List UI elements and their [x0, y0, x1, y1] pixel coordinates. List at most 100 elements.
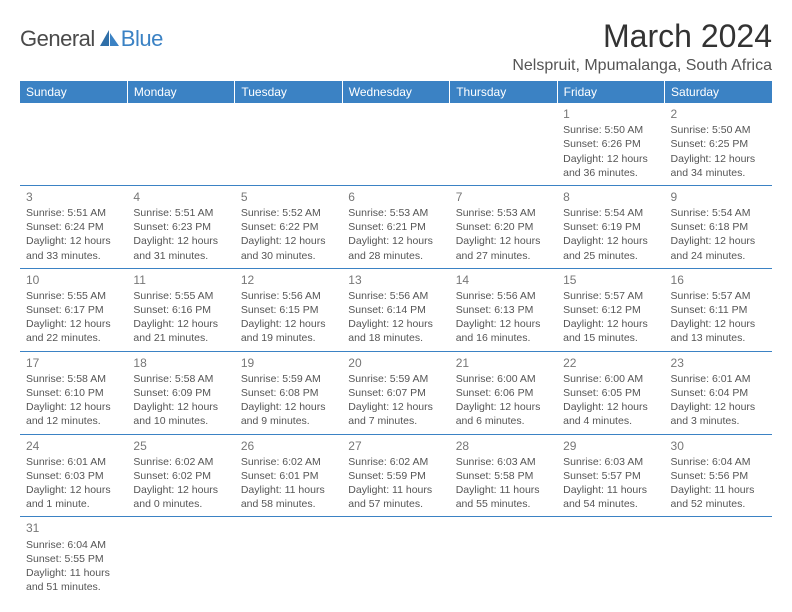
- sunset-text: Sunset: 6:02 PM: [133, 469, 228, 483]
- weekday-header: Tuesday: [235, 81, 342, 103]
- sunrise-text: Sunrise: 5:53 AM: [348, 206, 443, 220]
- calendar-cell: 8Sunrise: 5:54 AMSunset: 6:19 PMDaylight…: [557, 185, 664, 268]
- sunset-text: Sunset: 6:18 PM: [671, 220, 766, 234]
- sunset-text: Sunset: 6:11 PM: [671, 303, 766, 317]
- calendar-cell: [20, 103, 127, 185]
- calendar-cell: 1Sunrise: 5:50 AMSunset: 6:26 PMDaylight…: [557, 103, 664, 185]
- day-number: 31: [26, 520, 121, 536]
- sunrise-text: Sunrise: 5:51 AM: [26, 206, 121, 220]
- daylight-text: Daylight: 12 hours: [133, 234, 228, 248]
- day-number: 17: [26, 355, 121, 371]
- header: General Blue March 2024 Nelspruit, Mpuma…: [20, 18, 772, 75]
- sunset-text: Sunset: 6:20 PM: [456, 220, 551, 234]
- logo-text-blue: Blue: [121, 26, 163, 52]
- calendar-row: 17Sunrise: 5:58 AMSunset: 6:10 PMDayligh…: [20, 351, 772, 434]
- calendar-cell: 2Sunrise: 5:50 AMSunset: 6:25 PMDaylight…: [665, 103, 772, 185]
- sunrise-text: Sunrise: 6:00 AM: [563, 372, 658, 386]
- calendar-cell: 31Sunrise: 6:04 AMSunset: 5:55 PMDayligh…: [20, 517, 127, 599]
- daylight-text: and 27 minutes.: [456, 249, 551, 263]
- daylight-text: and 57 minutes.: [348, 497, 443, 511]
- sunset-text: Sunset: 6:06 PM: [456, 386, 551, 400]
- sunrise-text: Sunrise: 5:56 AM: [456, 289, 551, 303]
- daylight-text: and 21 minutes.: [133, 331, 228, 345]
- calendar-cell: [342, 517, 449, 599]
- day-number: 26: [241, 438, 336, 454]
- daylight-text: and 16 minutes.: [456, 331, 551, 345]
- day-number: 12: [241, 272, 336, 288]
- daylight-text: Daylight: 11 hours: [671, 483, 766, 497]
- sunrise-text: Sunrise: 5:55 AM: [26, 289, 121, 303]
- calendar-table: SundayMondayTuesdayWednesdayThursdayFrid…: [20, 81, 772, 599]
- daylight-text: and 30 minutes.: [241, 249, 336, 263]
- weekday-header: Wednesday: [342, 81, 449, 103]
- sunset-text: Sunset: 6:10 PM: [26, 386, 121, 400]
- sunset-text: Sunset: 6:01 PM: [241, 469, 336, 483]
- sunrise-text: Sunrise: 6:02 AM: [133, 455, 228, 469]
- calendar-row: 31Sunrise: 6:04 AMSunset: 5:55 PMDayligh…: [20, 517, 772, 599]
- calendar-cell: 6Sunrise: 5:53 AMSunset: 6:21 PMDaylight…: [342, 185, 449, 268]
- location-subtitle: Nelspruit, Mpumalanga, South Africa: [512, 57, 772, 75]
- daylight-text: Daylight: 12 hours: [348, 317, 443, 331]
- daylight-text: Daylight: 12 hours: [26, 400, 121, 414]
- sunset-text: Sunset: 6:23 PM: [133, 220, 228, 234]
- daylight-text: and 3 minutes.: [671, 414, 766, 428]
- daylight-text: Daylight: 12 hours: [456, 400, 551, 414]
- sunset-text: Sunset: 6:21 PM: [348, 220, 443, 234]
- day-number: 16: [671, 272, 766, 288]
- day-number: 19: [241, 355, 336, 371]
- weekday-header: Saturday: [665, 81, 772, 103]
- daylight-text: and 22 minutes.: [26, 331, 121, 345]
- calendar-cell: 9Sunrise: 5:54 AMSunset: 6:18 PMDaylight…: [665, 185, 772, 268]
- calendar-cell: 12Sunrise: 5:56 AMSunset: 6:15 PMDayligh…: [235, 268, 342, 351]
- daylight-text: Daylight: 12 hours: [26, 317, 121, 331]
- daylight-text: and 9 minutes.: [241, 414, 336, 428]
- daylight-text: Daylight: 12 hours: [133, 400, 228, 414]
- sunrise-text: Sunrise: 6:04 AM: [26, 538, 121, 552]
- daylight-text: Daylight: 12 hours: [241, 400, 336, 414]
- sunset-text: Sunset: 6:19 PM: [563, 220, 658, 234]
- daylight-text: Daylight: 12 hours: [26, 234, 121, 248]
- calendar-cell: 20Sunrise: 5:59 AMSunset: 6:07 PMDayligh…: [342, 351, 449, 434]
- calendar-cell: 13Sunrise: 5:56 AMSunset: 6:14 PMDayligh…: [342, 268, 449, 351]
- daylight-text: Daylight: 12 hours: [26, 483, 121, 497]
- calendar-cell: 17Sunrise: 5:58 AMSunset: 6:10 PMDayligh…: [20, 351, 127, 434]
- sunrise-text: Sunrise: 5:54 AM: [671, 206, 766, 220]
- sunset-text: Sunset: 5:59 PM: [348, 469, 443, 483]
- daylight-text: and 6 minutes.: [456, 414, 551, 428]
- day-number: 7: [456, 189, 551, 205]
- day-number: 10: [26, 272, 121, 288]
- day-number: 14: [456, 272, 551, 288]
- day-number: 2: [671, 106, 766, 122]
- daylight-text: and 31 minutes.: [133, 249, 228, 263]
- day-number: 27: [348, 438, 443, 454]
- daylight-text: and 55 minutes.: [456, 497, 551, 511]
- daylight-text: and 1 minute.: [26, 497, 121, 511]
- calendar-cell: 14Sunrise: 5:56 AMSunset: 6:13 PMDayligh…: [450, 268, 557, 351]
- calendar-cell: 3Sunrise: 5:51 AMSunset: 6:24 PMDaylight…: [20, 185, 127, 268]
- daylight-text: Daylight: 12 hours: [241, 317, 336, 331]
- sunrise-text: Sunrise: 6:02 AM: [348, 455, 443, 469]
- day-number: 15: [563, 272, 658, 288]
- calendar-cell: [235, 103, 342, 185]
- sunset-text: Sunset: 6:04 PM: [671, 386, 766, 400]
- weekday-header: Monday: [127, 81, 234, 103]
- calendar-cell: 18Sunrise: 5:58 AMSunset: 6:09 PMDayligh…: [127, 351, 234, 434]
- day-number: 18: [133, 355, 228, 371]
- calendar-cell: 15Sunrise: 5:57 AMSunset: 6:12 PMDayligh…: [557, 268, 664, 351]
- calendar-body: 1Sunrise: 5:50 AMSunset: 6:26 PMDaylight…: [20, 103, 772, 599]
- sunrise-text: Sunrise: 6:04 AM: [671, 455, 766, 469]
- sunrise-text: Sunrise: 6:01 AM: [671, 372, 766, 386]
- day-number: 30: [671, 438, 766, 454]
- calendar-cell: 7Sunrise: 5:53 AMSunset: 6:20 PMDaylight…: [450, 185, 557, 268]
- day-number: 11: [133, 272, 228, 288]
- daylight-text: Daylight: 12 hours: [348, 234, 443, 248]
- daylight-text: and 19 minutes.: [241, 331, 336, 345]
- title-block: March 2024 Nelspruit, Mpumalanga, South …: [512, 18, 772, 75]
- sunset-text: Sunset: 6:07 PM: [348, 386, 443, 400]
- sunset-text: Sunset: 6:14 PM: [348, 303, 443, 317]
- daylight-text: Daylight: 12 hours: [563, 400, 658, 414]
- sunset-text: Sunset: 6:24 PM: [26, 220, 121, 234]
- calendar-cell: [127, 103, 234, 185]
- daylight-text: and 24 minutes.: [671, 249, 766, 263]
- day-number: 20: [348, 355, 443, 371]
